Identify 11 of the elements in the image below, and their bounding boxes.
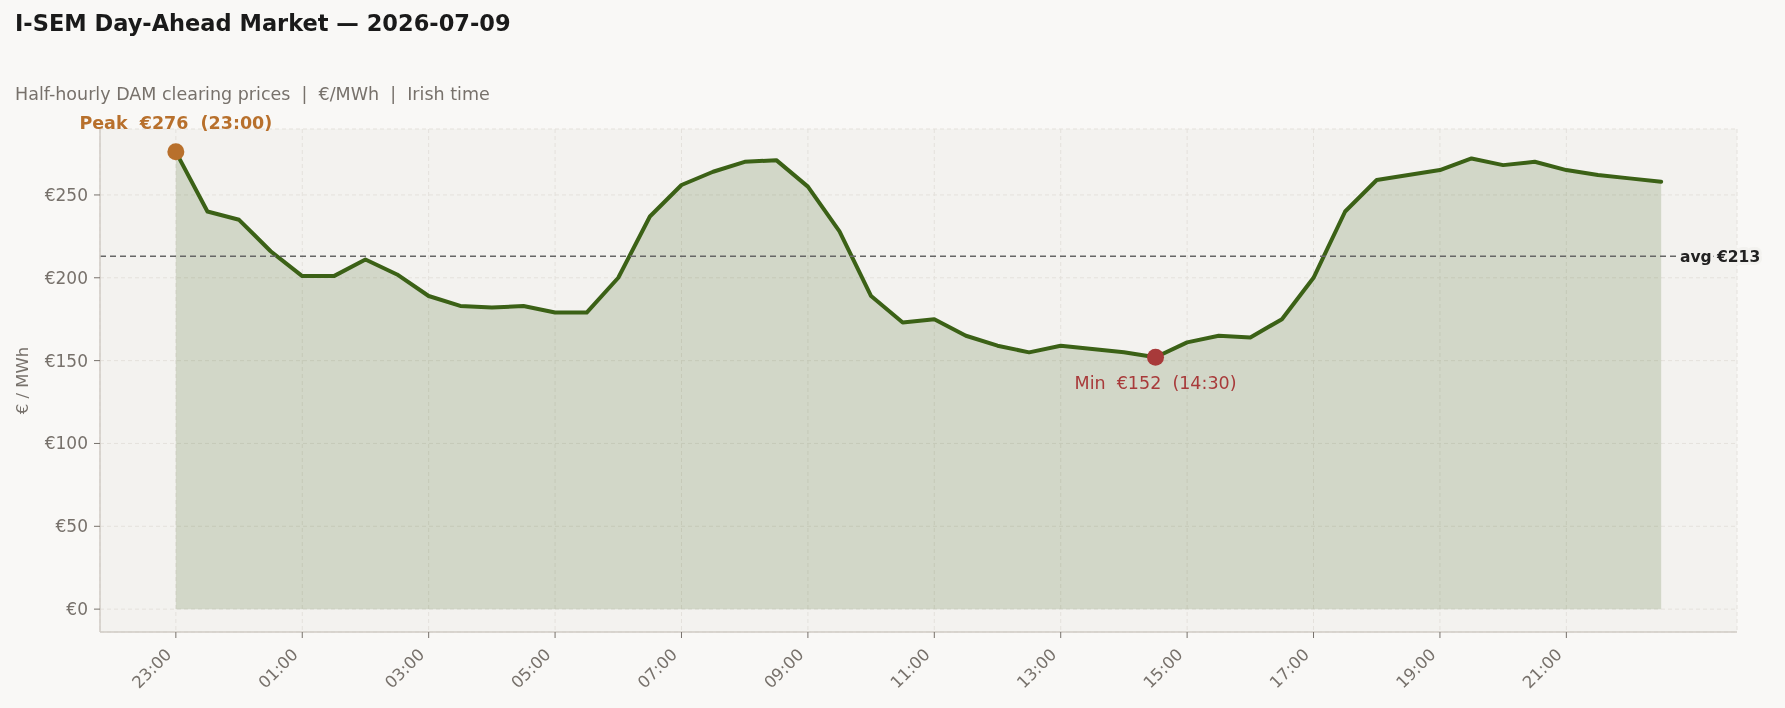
annotation: Peak €276 (23:00) (79, 112, 273, 133)
y-tick-label: €200 (44, 267, 88, 288)
y-tick-label: €50 (55, 516, 88, 537)
y-tick-label: €250 (44, 184, 88, 205)
chart-subtitle: Half-hourly DAM clearing prices | €/MWh | Irish time (15, 84, 490, 104)
y-tick-label: €150 (44, 350, 88, 371)
y-tick-label: €100 (44, 433, 88, 454)
annotation: Min €152 (14:30) (1074, 373, 1237, 394)
y-tick-label: €0 (66, 599, 88, 620)
y-axis-title: € / MWh (12, 346, 32, 415)
chart-title: I-SEM Day-Ahead Market — 2026-07-09 (15, 10, 511, 36)
